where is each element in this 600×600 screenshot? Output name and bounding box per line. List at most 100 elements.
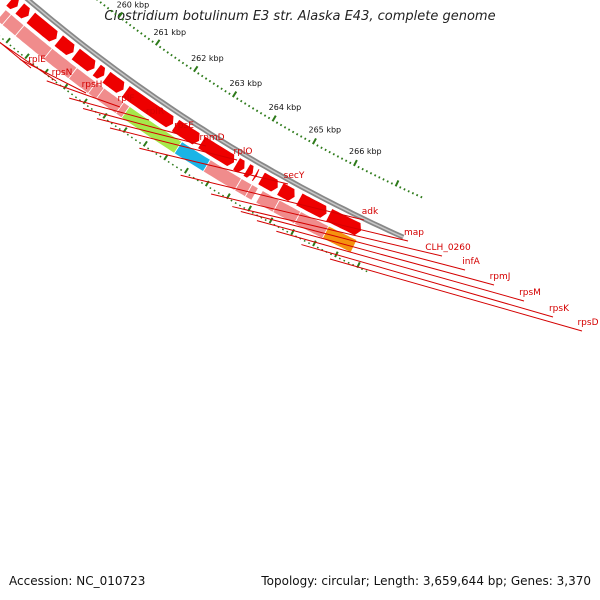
outer-minor-tick [213,189,216,192]
gene-label-rpsn[interactable]: rpsN [52,68,73,78]
outer-minor-tick [114,125,117,128]
kbp-minor-tick [332,153,335,156]
outer-minor-tick [238,204,242,207]
kbp-minor-tick [181,61,185,65]
outer-minor-tick [74,96,78,99]
kbp-minor-tick [403,188,406,191]
backbone-highlight [27,0,404,238]
outer-minor-tick [264,218,267,222]
outer-minor-tick [147,147,150,150]
kbp-minor-tick [357,165,360,169]
kbp-minor-tick [378,176,381,179]
kbp-minor-tick [415,193,419,197]
gene-leader-line [69,97,150,121]
gene-label-rpmd[interactable]: rpmD [199,133,224,143]
outer-minor-tick [316,246,319,249]
gene-leader-line [139,147,289,185]
reverse-feature-arrow[interactable] [5,0,20,10]
gene-leader-line [19,58,87,94]
gene-label-rpse[interactable]: rpsE [174,121,194,131]
reverse-feature-arrow[interactable] [257,171,279,193]
kbp-minor-tick [185,64,189,67]
kbp-minor-tick [344,159,348,162]
kbp-minor-tick [287,128,291,131]
reverse-feature-arrow[interactable] [242,163,255,179]
kbp-minor-tick [151,40,154,43]
gene-label-rplf[interactable]: rplF [117,94,134,104]
reverse-feature-arrow[interactable] [101,71,125,94]
kbp-minor-tick [240,99,243,103]
kbp-minor-tick [128,23,132,27]
reverse-feature-arrow[interactable] [197,135,235,167]
reverse-feature-arrow[interactable] [251,168,261,182]
kbp-minor-tick [336,155,340,158]
kbp-minor-tick [197,72,200,75]
outer-minor-tick [70,93,74,96]
kbp-minor-tick [283,126,287,129]
outer-major-tick [163,154,169,161]
gene-label-rpsd[interactable]: rpsD [577,318,598,328]
outer-minor-tick [171,163,174,166]
kbp-minor-tick [295,132,299,136]
reverse-feature-arrow[interactable] [53,34,76,56]
gene-label-infa[interactable]: infA [462,257,480,267]
reverse-feature-arrow[interactable] [295,192,328,219]
kbp-minor-tick [110,9,113,13]
kbp-minor-tick [263,114,267,117]
reverse-feature-arrow[interactable] [325,208,362,236]
gene-leader-line [210,193,409,242]
gene-label-rpsm[interactable]: rpsM [519,288,541,298]
outer-minor-tick [180,168,183,171]
gene-label-adk[interactable]: adk [362,207,379,217]
reverse-feature-arrow[interactable] [14,2,31,20]
kbp-minor-tick [407,190,410,193]
reverse-feature-arrow[interactable] [170,119,201,146]
kbp-label: 264 kbp [269,103,302,112]
kbp-minor-tick [162,48,166,52]
outer-minor-tick [118,127,121,131]
genome-backbone [24,0,405,240]
reverse-feature-arrow[interactable] [91,63,106,80]
gene-leader-line [46,80,121,108]
outer-minor-tick [188,174,191,177]
kbp-minor-tick [121,18,125,21]
reverse-feature-arrow[interactable] [276,182,296,202]
kbp-major-tick [312,137,317,145]
outer-minor-tick [110,122,113,125]
kbp-minor-tick [158,45,162,49]
gene-label-rplr[interactable]: rplR [146,107,164,117]
gene-leader-line [96,118,207,147]
kbp-minor-tick [320,146,323,149]
gene-label-rpsh[interactable]: rpsH [82,80,103,90]
gene-label-rpmj[interactable]: rpmJ [490,272,511,282]
reverse-feature-arrow[interactable] [25,11,59,43]
outer-minor-tick [167,160,170,164]
gene-leader-line [329,258,583,332]
gene-label-rplo[interactable]: rplO [234,147,253,157]
kbp-minor-tick [106,6,110,10]
outer-minor-tick [303,239,306,242]
gene-label-secy[interactable]: secY [284,171,305,181]
kbp-minor-tick [204,77,208,80]
gene-leader-line [82,107,179,135]
outer-minor-tick [67,90,70,93]
kbp-minor-tick [114,12,117,16]
gene-label-clh_0260[interactable]: CLH_0260 [425,243,471,253]
kbp-minor-tick [365,169,368,173]
gene-label-map[interactable]: map [404,228,424,238]
gene-label-rpsk[interactable]: rpsK [549,304,570,314]
gene-leader-line [232,206,443,257]
kbp-label: 263 kbp [229,79,262,88]
kbp-minor-tick [361,167,364,171]
outer-minor-tick [175,166,179,169]
kbp-minor-tick [243,102,247,105]
kbp-minor-tick [143,34,147,38]
reverse-feature-arrow[interactable] [121,85,175,128]
outer-minor-tick [20,53,23,56]
gene-label-rple[interactable]: rplE [28,55,46,65]
outer-minor-tick [347,261,350,264]
outer-minor-tick [281,228,284,231]
reverse-feature-arrow[interactable] [70,47,97,73]
